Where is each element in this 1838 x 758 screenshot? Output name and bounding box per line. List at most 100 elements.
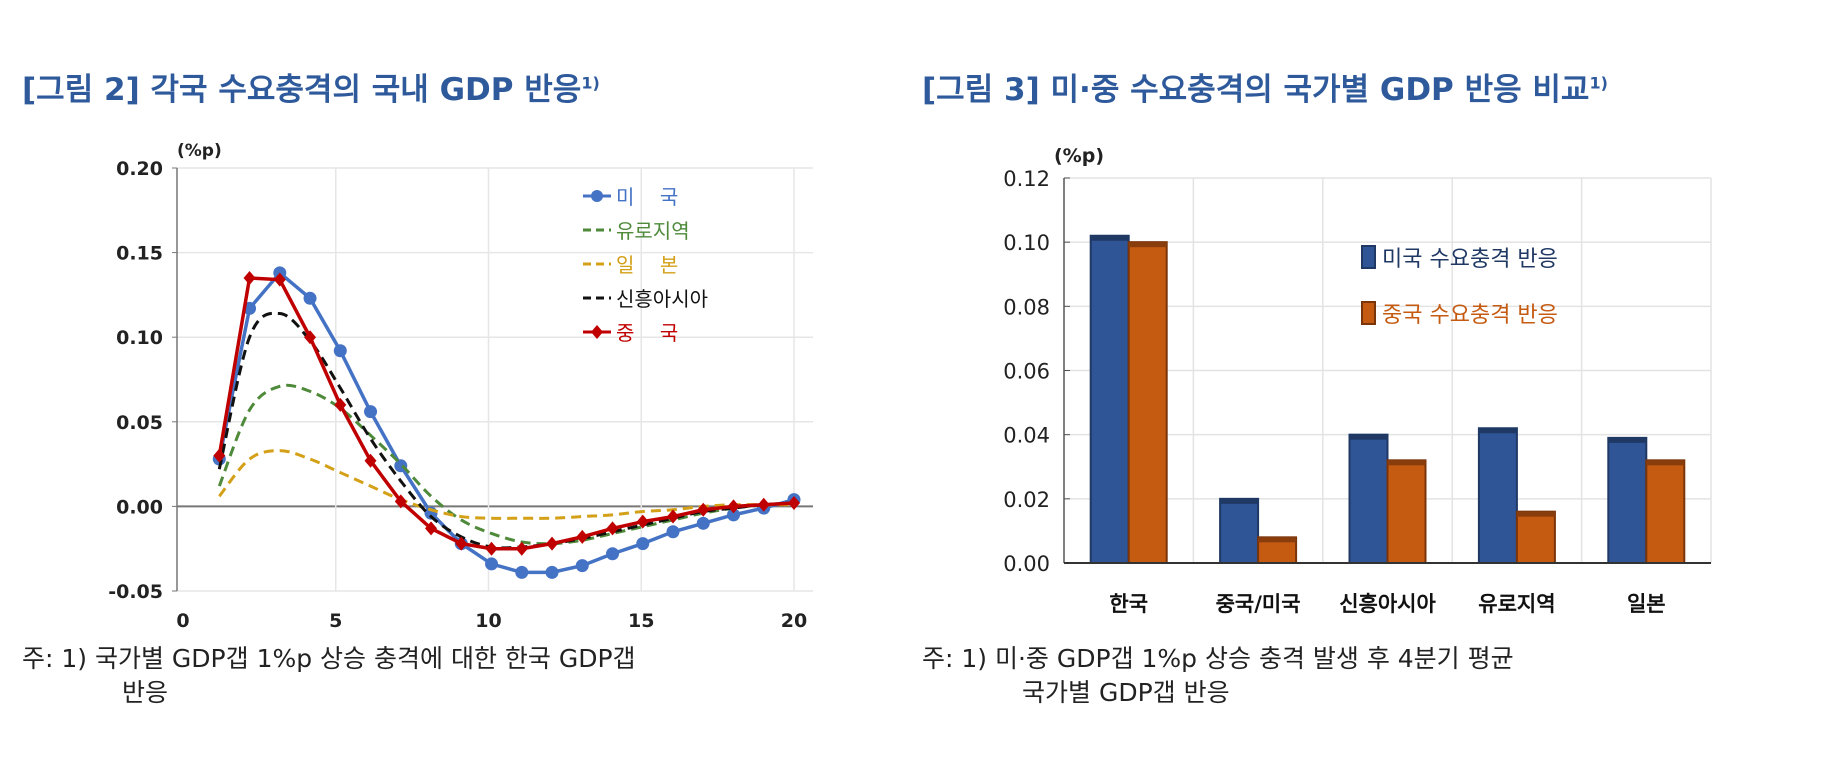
bar-top-1 bbox=[1646, 460, 1685, 466]
charts-canvas: 0.20 0.15 0.10 0.05 0.00 -0.05 0 5 10 15 20 (%p) 미 국… bbox=[108, 141, 1712, 632]
series-marker-4 bbox=[636, 514, 649, 529]
legend-swatch-0 bbox=[1361, 245, 1376, 269]
bar-top-0 bbox=[1478, 428, 1517, 434]
y-axis-label: (%p) bbox=[1054, 145, 1104, 167]
series-marker-0 bbox=[696, 516, 710, 530]
bar-1 bbox=[1127, 241, 1168, 565]
series-marker-4 bbox=[425, 521, 438, 536]
x-tick-label: 15 bbox=[628, 610, 654, 632]
figure2-note-line1: 주: 1) 국가별 GDP갭 1%p 상승 충격에 대한 한국 GDP갭 bbox=[22, 644, 636, 673]
series-marker-0 bbox=[485, 557, 499, 571]
series-marker-0 bbox=[727, 508, 741, 522]
series-line-4 bbox=[217, 276, 795, 551]
legend-label-2: 일 본 bbox=[616, 253, 678, 277]
series-marker-0 bbox=[666, 525, 680, 539]
series-marker-4 bbox=[667, 509, 680, 524]
series-marker-4 bbox=[364, 453, 377, 468]
bar-0 bbox=[1089, 234, 1130, 564]
bar-top-0 bbox=[1608, 437, 1647, 443]
series-marker-0 bbox=[575, 559, 589, 573]
bar-top-1 bbox=[1387, 460, 1426, 466]
y-tick-label: 0.08 bbox=[1003, 295, 1050, 319]
series-line-1 bbox=[217, 383, 795, 546]
y-tick-label: 0.12 bbox=[1003, 167, 1050, 191]
x-tick-label: 0 bbox=[176, 610, 189, 632]
x-tick-label: 한국 bbox=[1109, 592, 1148, 616]
bar-0 bbox=[1477, 427, 1518, 564]
figure3-title-text: [그림 3] 미·중 수요충격의 국가별 GDP 반응 비교 bbox=[922, 72, 1590, 108]
series-marker-4 bbox=[455, 536, 468, 551]
figure2-title-text: [그림 2] 각국 수요충격의 국내 GDP 반응 bbox=[22, 72, 582, 108]
bar-top-0 bbox=[1090, 235, 1129, 241]
bar-top-0 bbox=[1220, 498, 1259, 504]
bar-1 bbox=[1515, 510, 1556, 564]
bar-top-1 bbox=[1128, 242, 1167, 248]
series-marker-4 bbox=[243, 270, 256, 285]
bar-top-1 bbox=[1258, 537, 1297, 543]
series-marker-0 bbox=[515, 565, 529, 579]
y-tick-label: 0.10 bbox=[1003, 231, 1050, 255]
series-marker-4 bbox=[576, 529, 589, 544]
y-tick-label: 0.00 bbox=[116, 496, 163, 518]
legend-label-3: 신흥아시아 bbox=[616, 287, 708, 311]
y-tick-label: 0.02 bbox=[1003, 488, 1050, 512]
y-tick-label: 0.10 bbox=[116, 327, 163, 349]
series-marker-4 bbox=[606, 521, 619, 536]
series-marker-4 bbox=[485, 541, 498, 556]
series-marker-4 bbox=[757, 497, 770, 512]
series-marker-4 bbox=[334, 397, 347, 412]
x-tick-label: 중국/미국 bbox=[1216, 592, 1301, 616]
x-tick-label: 5 bbox=[329, 610, 342, 632]
figure3-title-sup: 1) bbox=[1589, 73, 1608, 93]
series-marker-0 bbox=[364, 405, 378, 419]
bar-top-0 bbox=[1349, 434, 1388, 440]
legend-marker bbox=[591, 190, 603, 202]
series-marker-4 bbox=[697, 502, 710, 517]
bar-0 bbox=[1219, 497, 1260, 565]
series-marker-4 bbox=[727, 499, 740, 514]
legend-label-1: 유로지역 bbox=[616, 219, 690, 243]
bar-0 bbox=[1607, 436, 1648, 564]
figure3-title: [그림 3] 미·중 수요충격의 국가별 GDP 반응 비교1) bbox=[922, 64, 1608, 109]
series-marker-4 bbox=[394, 494, 407, 509]
series-marker-0 bbox=[606, 547, 620, 561]
figure2-title-sup: 1) bbox=[581, 73, 600, 93]
x-tick-label: 신흥아시아 bbox=[1339, 592, 1436, 616]
series-line-3 bbox=[217, 311, 795, 550]
series-marker-4 bbox=[546, 536, 559, 551]
x-tick-label: 20 bbox=[781, 610, 807, 632]
y-tick-label: 0.04 bbox=[1003, 424, 1050, 448]
y-tick-label: 0.00 bbox=[1003, 552, 1050, 576]
figure3-note-line2: 국가별 GDP갭 반응 bbox=[1022, 678, 1230, 707]
x-tick-label: 일본 bbox=[1627, 592, 1666, 616]
figure2-title: [그림 2] 각국 수요충격의 국내 GDP 반응1) bbox=[22, 64, 600, 109]
series-marker-4 bbox=[213, 448, 226, 463]
legend-label-0: 미 국 bbox=[616, 185, 678, 209]
y-tick-label: -0.05 bbox=[108, 581, 163, 603]
y-tick-label: 0.05 bbox=[116, 412, 163, 434]
y-tick-label: 0.15 bbox=[116, 243, 163, 265]
legend-label-4: 중 국 bbox=[616, 321, 678, 345]
figure2-note-line2: 반응 bbox=[122, 678, 169, 707]
y-axis-label: (%p) bbox=[177, 141, 222, 161]
legend-label-0: 미국 수요충격 반응 bbox=[1382, 247, 1558, 272]
series-marker-4 bbox=[788, 496, 800, 511]
series-marker-0 bbox=[303, 291, 317, 305]
y-tick-label: 0.20 bbox=[116, 158, 163, 180]
legend-swatch-1 bbox=[1361, 301, 1376, 325]
legend-label-1: 중국 수요충격 반응 bbox=[1382, 303, 1558, 328]
figure3-note-line1: 주: 1) 미·중 GDP갭 1%p 상승 충격 발생 후 4분기 평균 bbox=[922, 644, 1514, 673]
bar-top-1 bbox=[1516, 511, 1555, 517]
series-marker-4 bbox=[304, 330, 317, 345]
bar-0 bbox=[1348, 433, 1389, 564]
bar-1 bbox=[1386, 459, 1427, 565]
x-tick-label: 10 bbox=[475, 610, 501, 632]
figure2-note: 주: 1) 국가별 GDP갭 1%p 상승 충격에 대한 한국 GDP갭 반응 bbox=[22, 642, 636, 710]
series-marker-4 bbox=[515, 541, 528, 556]
figure3-note: 주: 1) 미·중 GDP갭 1%p 상승 충격 발생 후 4분기 평균 국가별… bbox=[922, 642, 1514, 710]
series-marker-0 bbox=[333, 344, 347, 358]
series-marker-0 bbox=[545, 565, 559, 579]
y-tick-label: 0.06 bbox=[1003, 360, 1050, 384]
series-marker-4 bbox=[273, 272, 286, 287]
x-tick-label: 유로지역 bbox=[1478, 592, 1555, 616]
